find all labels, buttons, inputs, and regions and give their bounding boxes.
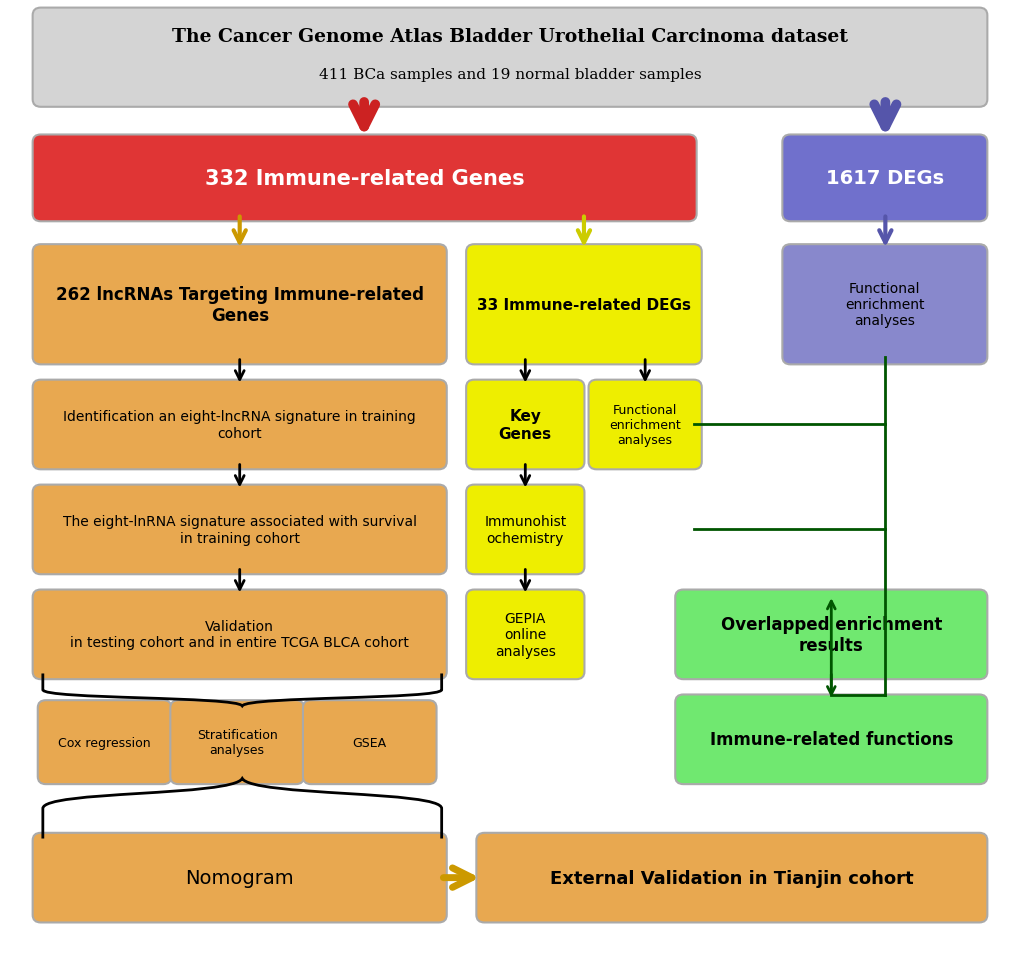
Text: 411 BCa samples and 19 normal bladder samples: 411 BCa samples and 19 normal bladder sa… [318, 69, 701, 82]
FancyBboxPatch shape [466, 485, 584, 575]
Text: 33 Immune-related DEGs: 33 Immune-related DEGs [477, 297, 690, 313]
FancyBboxPatch shape [675, 590, 986, 679]
FancyBboxPatch shape [466, 245, 701, 365]
FancyBboxPatch shape [588, 380, 701, 470]
FancyBboxPatch shape [33, 380, 446, 470]
FancyBboxPatch shape [33, 135, 696, 222]
FancyBboxPatch shape [782, 245, 986, 365]
FancyBboxPatch shape [38, 700, 171, 784]
FancyBboxPatch shape [675, 695, 986, 784]
Text: The eight-lnRNA signature associated with survival
in training cohort: The eight-lnRNA signature associated wit… [62, 515, 417, 545]
Text: Immunohist
ochemistry: Immunohist ochemistry [484, 515, 566, 545]
Text: Immune-related functions: Immune-related functions [709, 731, 952, 748]
Text: Key
Genes: Key Genes [498, 409, 551, 441]
Text: External Validation in Tianjin cohort: External Validation in Tianjin cohort [549, 869, 913, 886]
Text: 1617 DEGs: 1617 DEGs [825, 170, 943, 188]
Text: Validation
in testing cohort and in entire TCGA BLCA cohort: Validation in testing cohort and in enti… [70, 619, 409, 650]
FancyBboxPatch shape [476, 833, 986, 923]
FancyBboxPatch shape [170, 700, 304, 784]
FancyBboxPatch shape [33, 245, 446, 365]
Text: Nomogram: Nomogram [185, 868, 293, 887]
Text: 332 Immune-related Genes: 332 Immune-related Genes [205, 169, 524, 189]
Text: Identification an eight-lncRNA signature in training
cohort: Identification an eight-lncRNA signature… [63, 410, 416, 440]
FancyBboxPatch shape [33, 590, 446, 679]
Text: Overlapped enrichment
results: Overlapped enrichment results [719, 616, 942, 654]
Text: Functional
enrichment
analyses: Functional enrichment analyses [845, 282, 923, 328]
FancyBboxPatch shape [33, 485, 446, 575]
Text: 262 lncRNAs Targeting Immune-related
Genes: 262 lncRNAs Targeting Immune-related Gen… [56, 286, 423, 324]
Text: GEPIA
online
analyses: GEPIA online analyses [494, 612, 555, 658]
Text: Functional
enrichment
analyses: Functional enrichment analyses [608, 403, 681, 447]
Text: GSEA: GSEA [353, 736, 386, 749]
Text: Cox regression: Cox regression [58, 736, 151, 749]
FancyBboxPatch shape [782, 135, 986, 222]
Text: Stratification
analyses: Stratification analyses [197, 728, 277, 757]
FancyBboxPatch shape [466, 590, 584, 679]
FancyBboxPatch shape [33, 833, 446, 923]
FancyBboxPatch shape [466, 380, 584, 470]
FancyBboxPatch shape [303, 700, 436, 784]
FancyBboxPatch shape [33, 9, 986, 108]
Text: The Cancer Genome Atlas Bladder Urothelial Carcinoma dataset: The Cancer Genome Atlas Bladder Urotheli… [172, 29, 847, 46]
